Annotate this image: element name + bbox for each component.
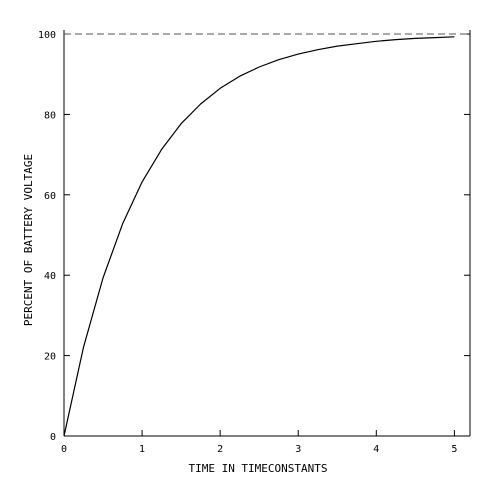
y-tick-label: 40 — [44, 271, 56, 282]
y-tick-label: 60 — [44, 191, 56, 202]
y-tick-label: 0 — [50, 432, 56, 443]
x-tick-label: 0 — [61, 444, 67, 455]
chart-marks — [63, 33, 470, 437]
x-tick-label: 5 — [451, 444, 457, 455]
y-tick-label: 100 — [38, 30, 56, 41]
x-tick-label: 1 — [139, 444, 145, 455]
x-tick-label: 2 — [217, 444, 223, 455]
y-tick-label: 80 — [44, 110, 56, 121]
x-tick-label: 3 — [295, 444, 301, 455]
x-tick-label: 4 — [373, 444, 379, 455]
y-axis-title: PERCENT OF BATTERY VOLTAGE — [22, 154, 35, 326]
series-line — [63, 36, 455, 437]
y-tick-label: 20 — [44, 352, 56, 363]
x-axis-title: TIME IN TIMECONSTANTS — [188, 462, 327, 475]
plot-frame — [63, 30, 471, 437]
